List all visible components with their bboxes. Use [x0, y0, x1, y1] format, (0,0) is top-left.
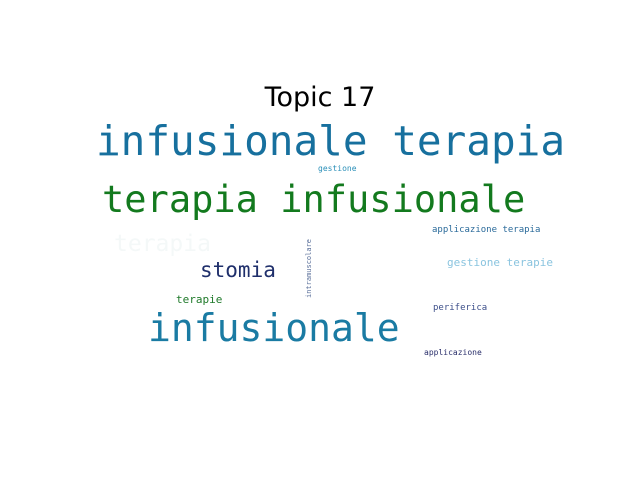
word-applicazione: applicazione	[424, 348, 482, 357]
word-gestione: gestione	[318, 164, 357, 173]
word-stomia: stomia	[200, 258, 276, 282]
word-infusionale: infusionale	[148, 306, 400, 350]
word-terapia: terapia	[114, 231, 211, 257]
word-gestione-terapie: gestione terapie	[447, 256, 553, 269]
word-terapie: terapie	[176, 293, 223, 306]
word-applicazione-terapia: applicazione terapia	[432, 225, 541, 235]
word-intramuscolare: intramuscolare	[305, 238, 314, 299]
word-infusionale-terapia: infusionale terapia	[96, 117, 565, 165]
figure-title: Topic 17	[264, 82, 376, 113]
word-terapia-infusionale: terapia infusionale	[102, 178, 526, 221]
word-periferica: periferica	[433, 303, 488, 313]
